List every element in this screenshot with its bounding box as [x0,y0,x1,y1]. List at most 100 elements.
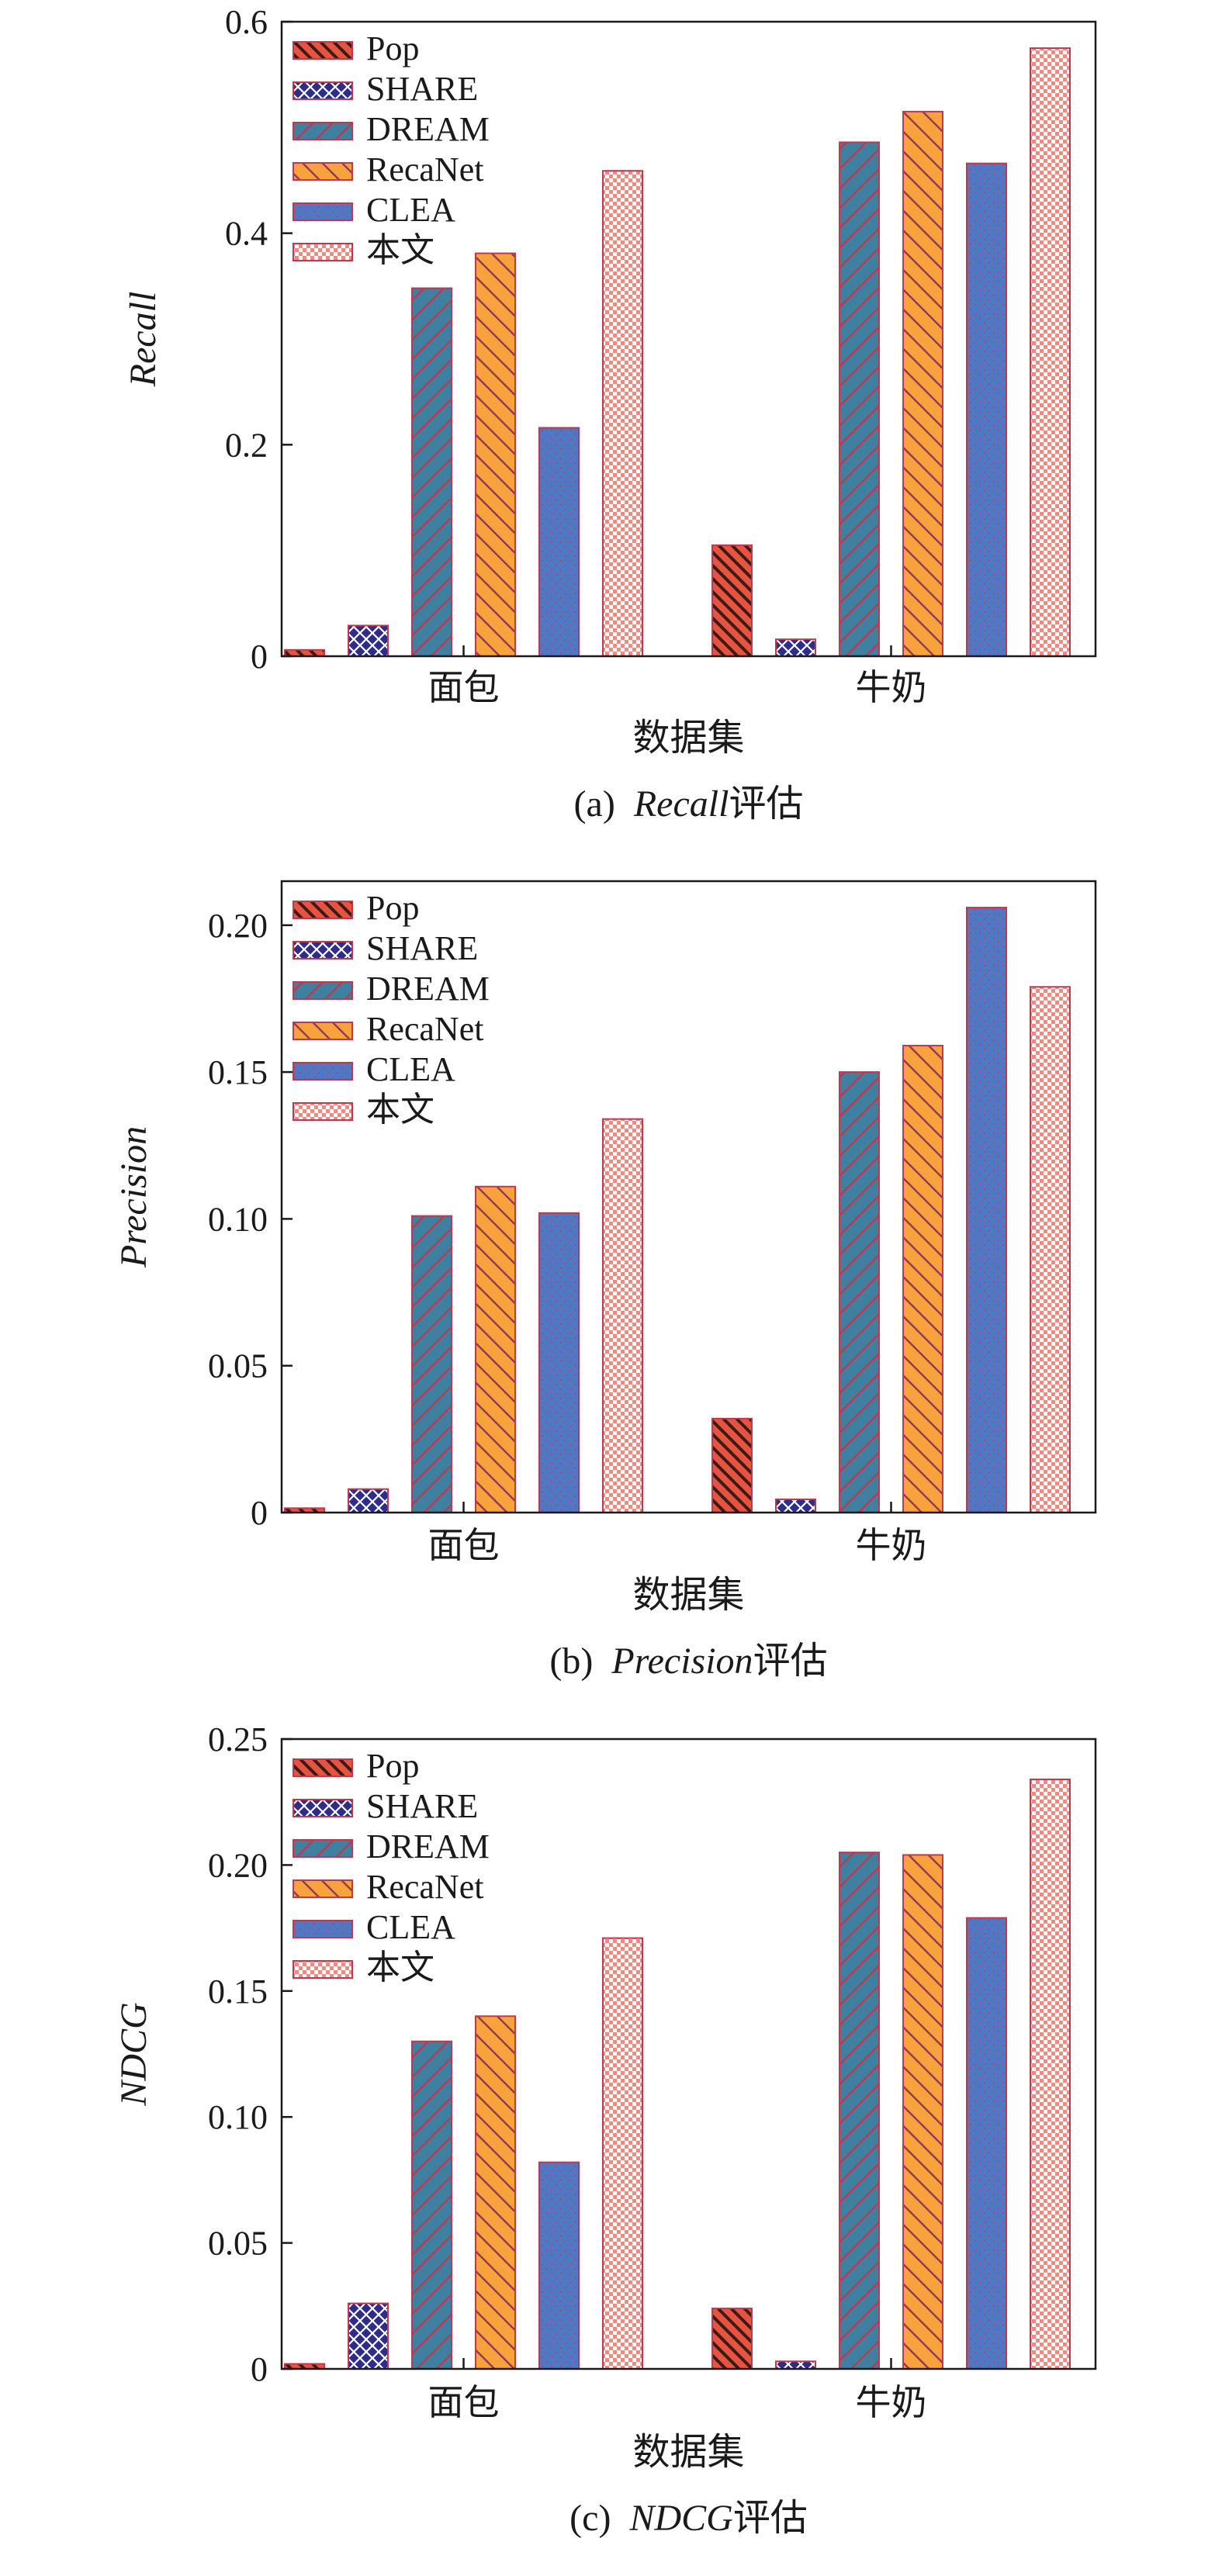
caption-prefix: (b) [549,1641,611,1682]
legend-label: Pop [366,889,419,927]
caption-suffix: 评估 [753,1641,828,1682]
bar-5-牛奶 [966,1917,1007,2370]
y-tick-label: 0.4 [225,215,268,253]
legend-swatch [293,1960,353,1979]
y-tick-label: 0.6 [225,3,268,41]
legend-swatch [293,1758,353,1777]
y-tick-label: 0.05 [208,1347,268,1385]
figure-caption: (a) Recall评估 [574,783,804,825]
legend-swatch [293,941,353,960]
plot-frame [280,880,1097,1514]
legend-label: 本文 [366,231,434,269]
bar-3-牛奶 [839,1071,880,1513]
y-tick-label: 0.20 [208,907,268,945]
y-tick-label: 0.10 [208,2098,268,2136]
x-category-label: 牛奶 [856,2383,927,2422]
figure-caption: (c) NDCG评估 [569,2498,808,2539]
bar-3-面包 [411,2040,452,2370]
bar-6-面包 [602,1937,643,2370]
y-tick-label: 0.10 [208,1200,268,1238]
plot-frame [280,20,1097,658]
bar-3-牛奶 [839,1852,880,2370]
bar-4-牛奶 [902,110,943,657]
y-tick-label: 0.25 [208,1720,268,1758]
legend-label: SHARE [366,929,478,967]
y-tick-label: 0.2 [225,426,268,464]
figure-caption: (b) Precision评估 [549,1641,827,1682]
x-category-label: 面包 [428,2383,500,2422]
legend-swatch [293,981,353,1000]
y-axis-label: Precision [113,1126,154,1268]
legend-swatch [293,1102,353,1121]
bar-3-牛奶 [839,141,880,658]
legend-label: RecaNet [366,150,483,188]
legend-label: DREAM [366,1827,490,1865]
y-tick-label: 0.05 [208,2225,268,2263]
bar-4-面包 [475,1185,516,1513]
caption-metric: NDCG [628,2498,732,2539]
bar-5-面包 [538,1212,580,1513]
legend-label: DREAM [366,970,490,1008]
y-tick-label: 0.20 [208,1846,268,1884]
legend-swatch [293,243,353,261]
bar-3-面包 [411,287,452,657]
legend-swatch [293,1062,353,1081]
legend-label: CLEA [366,1050,455,1088]
legend-swatch [293,162,353,181]
plot-frame [280,1738,1097,2370]
caption-metric: Precision [611,1641,753,1682]
bar-1-牛奶 [711,544,753,657]
legend-label: Pop [366,1747,419,1785]
bar-2-面包 [348,624,389,657]
legend-swatch [293,1879,353,1898]
bar-6-牛奶 [1030,47,1071,658]
y-tick-label: 0.15 [208,1053,268,1091]
legend-swatch [293,1920,353,1938]
y-tick-label: 0 [251,1494,268,1532]
x-axis-label: 数据集 [632,1575,744,1616]
legend-label: 本文 [366,1948,434,1986]
legend-label: SHARE [366,1787,478,1825]
y-axis-label: Recall [123,292,164,388]
caption-metric: Recall [633,783,729,825]
bar-2-牛奶 [775,638,816,657]
y-tick-label: 0.15 [208,1973,268,2011]
caption-suffix: 评估 [733,2498,808,2539]
y-axis-label: NDCG [113,2002,154,2106]
caption-suffix: 评估 [729,783,803,825]
legend-label: CLEA [366,191,455,229]
legend-label: Pop [366,29,419,67]
bar-4-牛奶 [902,1045,943,1513]
bar-1-牛奶 [711,1417,753,1514]
caption-prefix: (a) [574,783,634,825]
legend-swatch [293,122,353,140]
bar-6-面包 [602,170,643,658]
caption-prefix: (c) [569,2498,629,2539]
bar-6-面包 [602,1118,643,1514]
legend-swatch [293,41,353,60]
bar-2-牛奶 [775,2360,816,2370]
legend-label: SHARE [366,70,478,108]
bar-4-面包 [475,2015,516,2370]
bar-4-牛奶 [902,1854,943,2370]
legend-label: CLEA [366,1908,455,1946]
y-tick-label: 0 [251,2350,268,2388]
bar-5-牛奶 [966,162,1007,658]
legend-label: 本文 [366,1091,434,1129]
bar-6-牛奶 [1030,1778,1071,2370]
legend-swatch [293,202,353,221]
bar-2-面包 [348,2302,389,2370]
bar-5-面包 [538,2161,580,2370]
legend-label: RecaNet [366,1010,483,1048]
legend-swatch [293,81,353,100]
y-tick-label: 0 [251,638,268,676]
legend-swatch [293,1799,353,1817]
chart-panel-0: 00.20.40.6面包 牛奶数据集RecallPopSHAREDREAMReca… [123,3,1097,825]
legend-label: DREAM [366,110,490,148]
